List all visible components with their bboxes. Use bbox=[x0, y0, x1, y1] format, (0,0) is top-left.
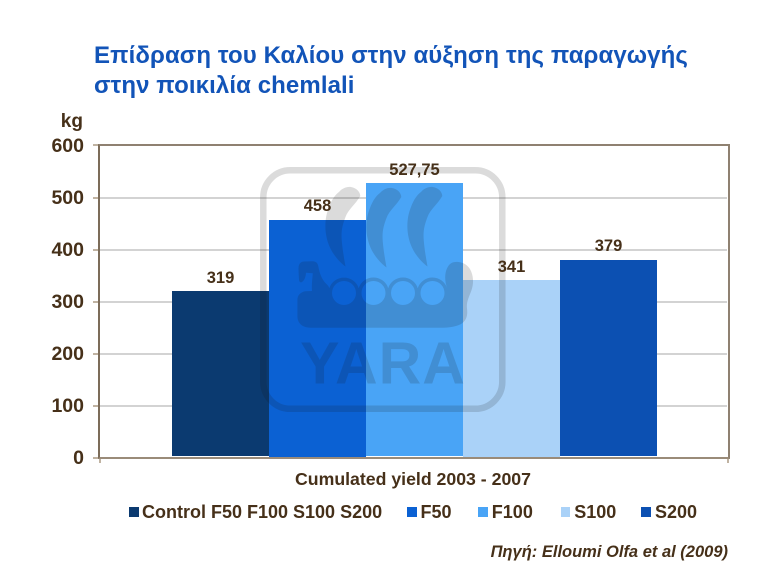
svg-text:YARA: YARA bbox=[300, 331, 466, 397]
